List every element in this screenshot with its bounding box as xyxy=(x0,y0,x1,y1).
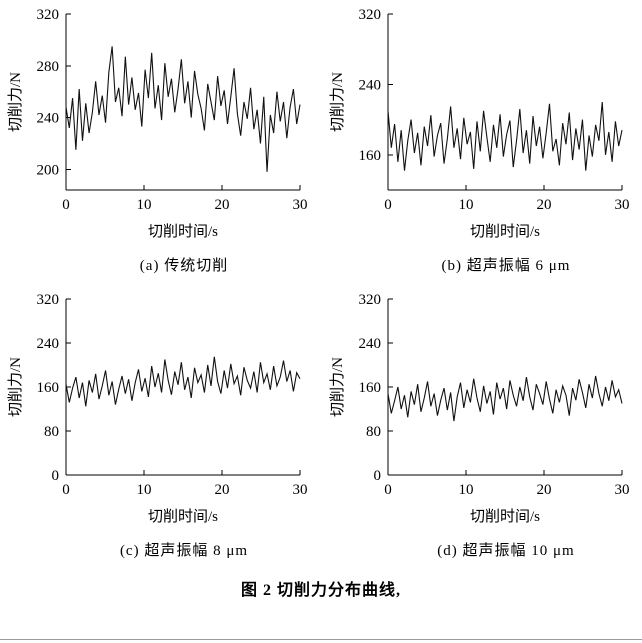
y-axis-label: 切削力/N xyxy=(329,357,346,417)
x-tick-label: 0 xyxy=(62,197,70,213)
x-tick-label: 10 xyxy=(459,197,474,213)
chart-panel-a: 200 240 280 320 0 10 20 30 切削力/N 切削时间/s (a) 传统切削 xyxy=(4,4,316,275)
chart-a-canvas: 200 240 280 320 0 10 20 30 切削力/N 切削时间/s xyxy=(7,7,308,240)
y-tick-label: 320 xyxy=(37,7,60,23)
y-tick-label: 80 xyxy=(366,424,381,440)
x-tick-label: 10 xyxy=(459,482,474,498)
x-tick-label: 30 xyxy=(615,197,630,213)
x-axis-label: 切削时间/s xyxy=(148,223,218,240)
y-tick-label: 320 xyxy=(37,292,60,308)
series-line xyxy=(65,356,301,407)
tick-labels: 200 240 280 320 0 10 20 30 xyxy=(37,7,308,213)
y-tick-label: 160 xyxy=(359,148,382,164)
y-axis-label: 切削力/N xyxy=(7,72,24,132)
x-tick-label: 30 xyxy=(293,482,308,498)
x-axis-label: 切削时间/s xyxy=(470,223,540,240)
axes xyxy=(65,13,301,191)
axes xyxy=(387,13,623,191)
tick-labels: 0 80 160 240 320 0 10 20 30 xyxy=(359,292,630,498)
x-tick-label: 30 xyxy=(615,482,630,498)
figure-caption: 图 2 切削力分布曲线, xyxy=(240,582,401,599)
chart-panel-d: 0 80 160 240 320 0 10 20 30 切削力/N 切削时间/s (d) 超声振幅 … xyxy=(326,289,638,560)
chart-a-caption: (a) 传统切削 xyxy=(139,258,229,274)
y-tick-label: 240 xyxy=(37,336,60,352)
series-line xyxy=(65,46,301,172)
x-tick-label: 20 xyxy=(215,482,230,498)
tick-labels: 160 240 320 0 10 20 30 xyxy=(359,7,630,213)
x-tick-label: 10 xyxy=(137,482,152,498)
chart-b-caption: (b) 超声振幅 6 μm xyxy=(441,258,571,274)
axes xyxy=(65,298,301,476)
x-tick-label: 0 xyxy=(384,197,392,213)
chart-d-caption: (d) 超声振幅 10 μm xyxy=(437,543,575,559)
y-tick-label: 320 xyxy=(359,7,382,23)
chart-c-caption: (c) 超声振幅 8 μm xyxy=(119,543,249,559)
y-tick-label: 160 xyxy=(37,380,60,396)
x-tick-label: 20 xyxy=(215,197,230,213)
x-tick-label: 0 xyxy=(384,482,392,498)
chart-c-canvas: 0 80 160 240 320 0 10 20 30 切削力/N 切削时间/s xyxy=(7,292,308,525)
y-tick-label: 240 xyxy=(359,336,382,352)
x-axis-label: 切削时间/s xyxy=(148,508,218,525)
chart-panel-c: 0 80 160 240 320 0 10 20 30 切削力/N 切削时间/s (c) 超声振幅 … xyxy=(4,289,316,560)
y-axis-label: 切削力/N xyxy=(329,72,346,132)
chart-panel-b: 160 240 320 0 10 20 30 切削力/N 切削时间/s (b) 超声振幅 6 μ… xyxy=(326,4,638,275)
y-axis-label: 切削力/N xyxy=(7,357,24,417)
chart-d-canvas: 0 80 160 240 320 0 10 20 30 切削力/N 切削时间/s xyxy=(329,292,630,525)
y-tick-label: 280 xyxy=(37,59,60,75)
y-tick-label: 160 xyxy=(359,380,382,396)
y-tick-label: 0 xyxy=(52,468,60,484)
x-axis-label: 切削时间/s xyxy=(470,508,540,525)
x-tick-label: 20 xyxy=(537,482,552,498)
y-tick-label: 320 xyxy=(359,292,382,308)
x-tick-label: 20 xyxy=(537,197,552,213)
y-tick-label: 200 xyxy=(37,162,60,178)
y-tick-label: 240 xyxy=(37,111,60,127)
x-tick-label: 10 xyxy=(137,197,152,213)
y-tick-label: 240 xyxy=(359,77,382,93)
chart-b-canvas: 160 240 320 0 10 20 30 切削力/N 切削时间/s xyxy=(329,7,630,240)
y-tick-label: 0 xyxy=(374,468,382,484)
series-line xyxy=(387,375,623,422)
bottom-divider xyxy=(0,639,642,640)
axes xyxy=(387,298,623,476)
x-tick-label: 0 xyxy=(62,482,70,498)
y-tick-label: 80 xyxy=(44,424,59,440)
series-line xyxy=(387,101,623,171)
chart-grid: 200 240 280 320 0 10 20 30 切削力/N 切削时间/s (a) 传统切削 … xyxy=(0,4,642,560)
x-tick-label: 30 xyxy=(293,197,308,213)
tick-labels: 0 80 160 240 320 0 10 20 30 xyxy=(37,292,308,498)
